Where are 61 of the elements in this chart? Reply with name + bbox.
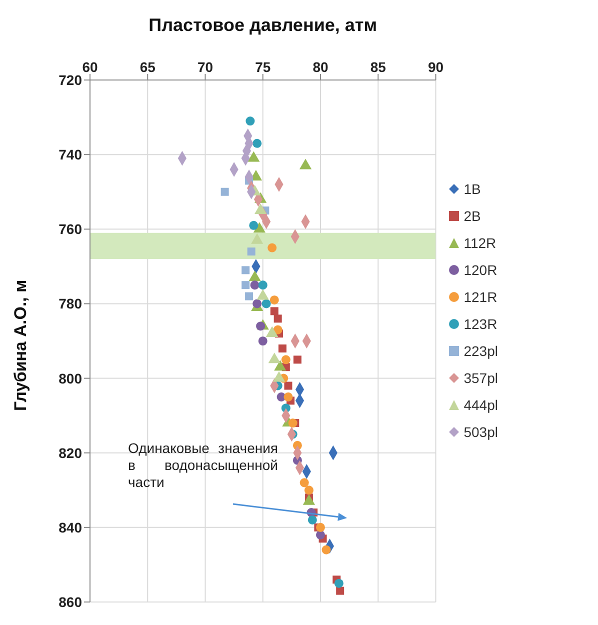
legend-label: 223pl <box>464 342 498 358</box>
legend-label: 120R <box>464 262 498 278</box>
y-axis-title: Глубина А.О., м <box>11 280 30 411</box>
point <box>316 530 326 540</box>
y-tick-label: 720 <box>58 72 82 88</box>
legend-label: 121R <box>464 288 498 304</box>
point <box>281 355 290 364</box>
point <box>304 486 314 495</box>
point <box>268 243 277 252</box>
point <box>284 392 293 402</box>
point <box>249 220 258 230</box>
point <box>242 281 250 290</box>
point <box>278 344 286 352</box>
point <box>258 280 268 290</box>
legend-label: 112R <box>464 234 496 250</box>
point <box>270 295 279 304</box>
legend-label: 444pl <box>464 396 498 412</box>
legend-label: 503pl <box>464 424 498 440</box>
point <box>220 188 229 196</box>
point <box>288 418 298 428</box>
point <box>300 478 309 488</box>
point <box>308 515 317 524</box>
point <box>245 292 254 300</box>
x-tick-label: 70 <box>197 59 214 75</box>
y-tick-label: 820 <box>58 444 82 461</box>
point <box>322 545 331 554</box>
point <box>246 116 255 126</box>
y-tick-label: 840 <box>58 519 82 536</box>
point <box>273 325 282 334</box>
point <box>334 578 344 588</box>
legend-label: 357pl <box>464 370 498 386</box>
point <box>293 356 302 364</box>
point <box>270 307 278 316</box>
point <box>256 322 266 331</box>
legend-label: 123R <box>464 316 498 332</box>
y-tick-label: 800 <box>58 370 82 386</box>
point <box>252 299 262 308</box>
point <box>262 299 271 308</box>
legend-label: 2B <box>464 208 481 224</box>
legend-label: 1B <box>464 180 481 196</box>
y-tick-label: 860 <box>58 594 82 610</box>
x-tick-label: 75 <box>255 59 271 75</box>
x-tick-label: 80 <box>312 59 328 75</box>
point <box>247 248 256 256</box>
point <box>250 280 260 290</box>
x-tick-label: 85 <box>370 59 386 75</box>
annotation: Одинаковые значения в водонасыщенной части <box>128 440 278 492</box>
y-tick-label: 760 <box>58 221 82 238</box>
x-axis-title: Пластовое давление, атм <box>148 14 378 35</box>
x-tick-label: 65 <box>140 59 156 75</box>
point <box>274 314 282 323</box>
point <box>336 586 344 595</box>
point <box>316 522 326 532</box>
y-tick-label: 780 <box>58 296 82 312</box>
x-tick-label: 60 <box>82 59 98 75</box>
point <box>284 382 292 390</box>
y-tick-label: 740 <box>58 146 82 163</box>
point <box>258 336 268 346</box>
point <box>252 138 262 148</box>
point <box>242 266 250 274</box>
x-tick-label: 90 <box>428 59 444 75</box>
